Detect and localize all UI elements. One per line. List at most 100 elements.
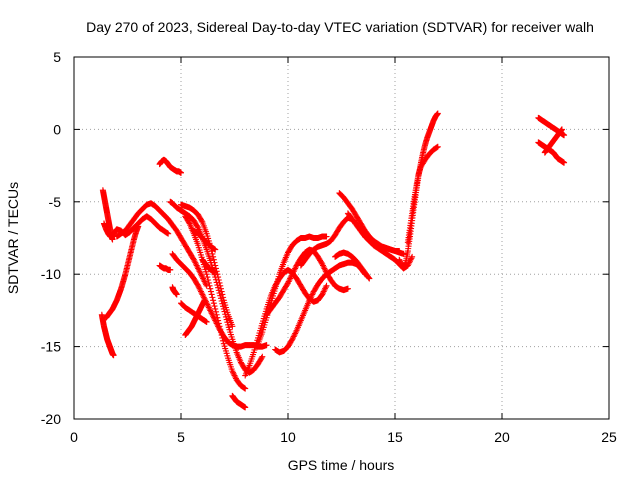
data-point [195, 284, 202, 291]
data-point [203, 318, 210, 325]
data-point [232, 374, 239, 381]
data-point [195, 266, 202, 273]
data-point [204, 274, 211, 281]
data-point [287, 274, 294, 281]
data-point [215, 317, 222, 324]
data-point [319, 291, 326, 298]
data-point [309, 290, 316, 297]
data-point [205, 304, 212, 311]
data-point [210, 300, 217, 307]
x-tick-label: 10 [280, 429, 296, 445]
data-point [285, 279, 291, 286]
data-point [208, 291, 215, 298]
data-point [210, 297, 217, 304]
data-point [292, 329, 299, 336]
data-point [322, 266, 329, 273]
data-point [208, 310, 215, 317]
data-point [263, 342, 270, 349]
data-point [289, 336, 296, 343]
y-tick-labels: 5 0 -5 -10 -15 -20 [41, 49, 61, 427]
data-point [230, 371, 237, 378]
data-point [200, 292, 207, 299]
data-point [284, 281, 291, 288]
x-tick-labels: 0 5 10 15 20 25 [70, 429, 617, 445]
data-point [306, 297, 313, 304]
data-point [219, 291, 226, 298]
data-point [203, 271, 210, 278]
data-point [211, 303, 218, 310]
data-point [196, 285, 203, 292]
data-point [319, 290, 326, 297]
data-point [219, 334, 226, 341]
data-point [202, 281, 209, 288]
data-point [217, 282, 224, 289]
data-point [308, 292, 315, 299]
data-point [229, 323, 236, 330]
data-point [242, 404, 249, 411]
data-point [217, 326, 224, 333]
data-point [198, 217, 205, 224]
data-point [178, 169, 184, 176]
data-point [212, 262, 219, 269]
data-point [319, 262, 326, 269]
data-point [207, 288, 214, 295]
data-point [407, 256, 414, 263]
x-tick-label: 20 [494, 429, 510, 445]
data-point [320, 288, 327, 295]
data-point [212, 305, 219, 312]
data-point [207, 285, 214, 292]
y-tick-label: -20 [41, 411, 61, 427]
data-point [135, 223, 142, 230]
data-point [215, 274, 222, 281]
data-point [213, 311, 220, 318]
data-point [199, 291, 206, 298]
data-point [323, 282, 330, 289]
data-point [289, 334, 296, 341]
data-point [322, 285, 329, 292]
y-tick-label: 0 [53, 121, 61, 137]
data-point [185, 219, 192, 226]
data-point [321, 287, 328, 294]
x-axis-label: GPS time / hours [288, 457, 395, 473]
data-point [318, 259, 325, 266]
data-point [288, 272, 295, 279]
data-point [110, 352, 117, 359]
data-point [309, 291, 316, 298]
data-point [217, 285, 224, 292]
data-point [212, 308, 219, 315]
data-point [307, 294, 314, 301]
data-point [193, 262, 200, 269]
data-point [165, 230, 172, 237]
data-point [292, 263, 299, 270]
data-point [207, 307, 214, 314]
data-point [230, 369, 237, 376]
data-point [321, 265, 328, 272]
data-point [400, 250, 407, 257]
data-point [561, 132, 568, 139]
data-point [190, 255, 197, 262]
data-point [286, 276, 293, 283]
data-point [206, 305, 213, 312]
y-tick-label: 5 [53, 49, 61, 65]
data-point [434, 143, 441, 150]
data-point [201, 297, 208, 304]
data-point [192, 259, 199, 266]
data-point [561, 159, 568, 166]
data-point [206, 282, 213, 289]
data-point [220, 337, 227, 344]
data-point [215, 320, 222, 327]
data-point [173, 291, 180, 298]
y-tick-label: -10 [41, 266, 61, 282]
data-point [259, 353, 266, 360]
data-point [197, 271, 204, 278]
data-point [190, 256, 197, 263]
plot-frame [73, 56, 610, 420]
data-point [291, 332, 298, 339]
data-point [210, 313, 217, 320]
data-point [289, 271, 296, 278]
data-point [210, 256, 217, 263]
data-point [323, 233, 330, 240]
data-point [205, 279, 212, 286]
data-point [287, 275, 294, 282]
